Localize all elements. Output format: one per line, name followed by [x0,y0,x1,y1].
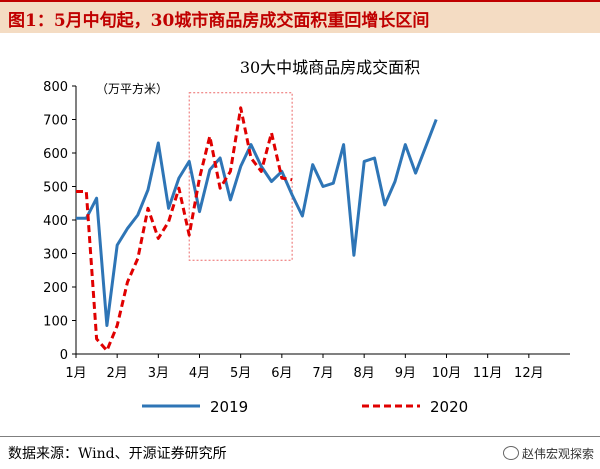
y-tick-label: 700 [43,114,68,129]
y-tick-label: 300 [43,248,68,263]
y-tick-label: 600 [43,147,68,162]
highlight-box-layer [188,92,293,261]
y-axis-label: （万平方米） [96,81,168,96]
highlight-box [188,92,293,261]
x-tick-label: 1月 [65,366,86,381]
axes: 0 100 200 300 400 500 600 700 800 1月 2月 3月 4月 5月 6月 7月 8… [43,80,570,381]
x-tick-label: 4月 [189,366,210,381]
x-tick-label: 2月 [107,366,128,381]
y-tick-label: 500 [43,181,68,196]
watermark: 赵伟宏观探索 [502,445,594,462]
legend-label-2020: 2020 [430,398,468,416]
x-tick-label: 12月 [514,366,544,381]
figure-title: 图1：5月中旬起，30城市商品房成交面积重回增长区间 [8,11,430,31]
y-tick-label: 400 [43,214,68,229]
y-tick-label: 200 [43,281,68,296]
legend: 2019 2020 [142,398,468,416]
x-tick-label: 6月 [271,366,292,381]
chart-title: 30大中城商品房成交面积 [240,58,420,77]
x-tick-label: 11月 [473,366,503,381]
x-tick-label: 7月 [312,366,333,381]
series-line-2020 [76,106,293,353]
x-tick-label: 5月 [230,366,251,381]
x-tick-label: 8月 [354,366,375,381]
y-tick-label: 100 [43,315,68,330]
chart: 30大中城商品房成交面积 （万平方米） 0 100 200 300 400 500 600 7… [43,58,570,416]
y-tick-label: 800 [43,80,68,95]
series-layer [76,106,438,353]
watermark-text: 赵伟宏观探索 [521,447,594,461]
figure-header: 图1：5月中旬起，30城市商品房成交面积重回增长区间 [0,0,600,33]
legend-label-2019: 2019 [210,398,248,416]
figure-footer: 数据来源：Wind、开源证券研究所 赵伟宏观探索 [0,436,600,469]
y-tick-label: 0 [60,348,68,363]
source-note: 数据来源：Wind、开源证券研究所 [8,446,227,462]
x-tick-label: 3月 [148,366,169,381]
x-tick-label: 10月 [432,366,462,381]
x-tick-label: 9月 [395,366,416,381]
wechat-icon [502,446,519,460]
series-line-2019 [76,118,438,327]
